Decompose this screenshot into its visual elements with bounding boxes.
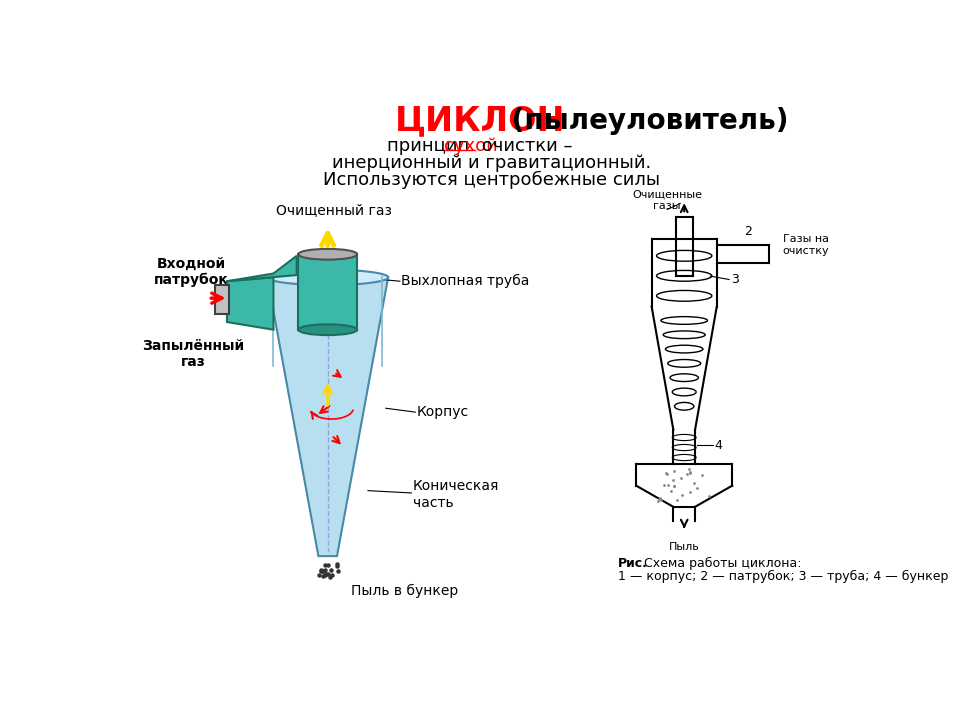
Text: Входной
патрубок: Входной патрубок [154,257,228,287]
Text: Очищенный газ: Очищенный газ [276,202,392,217]
Polygon shape [227,256,297,282]
Text: 3: 3 [731,273,738,286]
Text: Выхлопная труба: Выхлопная труба [401,274,530,288]
Text: Запылённый
газ: Запылённый газ [142,339,244,369]
Text: 2: 2 [744,225,752,238]
Text: (пылеуловитель): (пылеуловитель) [502,107,788,135]
Text: Используются центробежные силы: Используются центробежные силы [324,171,660,189]
Text: Корпус: Корпус [417,405,468,419]
Text: 1 — корпус; 2 — патрубок; 3 — труба; 4 — бункер: 1 — корпус; 2 — патрубок; 3 — труба; 4 —… [618,570,948,582]
Bar [299,254,357,330]
Bar [214,285,228,315]
Text: Газы на
очистку: Газы на очистку [782,234,829,256]
Text: инерционный и гравитационный.: инерционный и гравитационный. [332,154,652,172]
Text: Коническая
часть: Коническая часть [413,480,499,510]
Text: 4: 4 [714,438,722,451]
Text: принцип: принцип [388,138,475,156]
Text: Пыль: Пыль [669,542,700,552]
Text: очистки –: очистки – [476,138,573,156]
Text: сухой: сухой [444,138,497,156]
Text: Схема работы циклона:: Схема работы циклона: [632,557,801,570]
Ellipse shape [299,249,357,260]
Polygon shape [227,277,274,330]
Polygon shape [267,277,388,556]
Ellipse shape [299,324,357,335]
Text: Очищенные
газы: Очищенные газы [632,189,702,211]
Text: Пыль в бункер: Пыль в бункер [351,584,458,598]
Text: Рис.: Рис. [618,557,648,570]
Text: ЦИКЛОН: ЦИКЛОН [396,104,565,138]
Ellipse shape [267,270,388,285]
